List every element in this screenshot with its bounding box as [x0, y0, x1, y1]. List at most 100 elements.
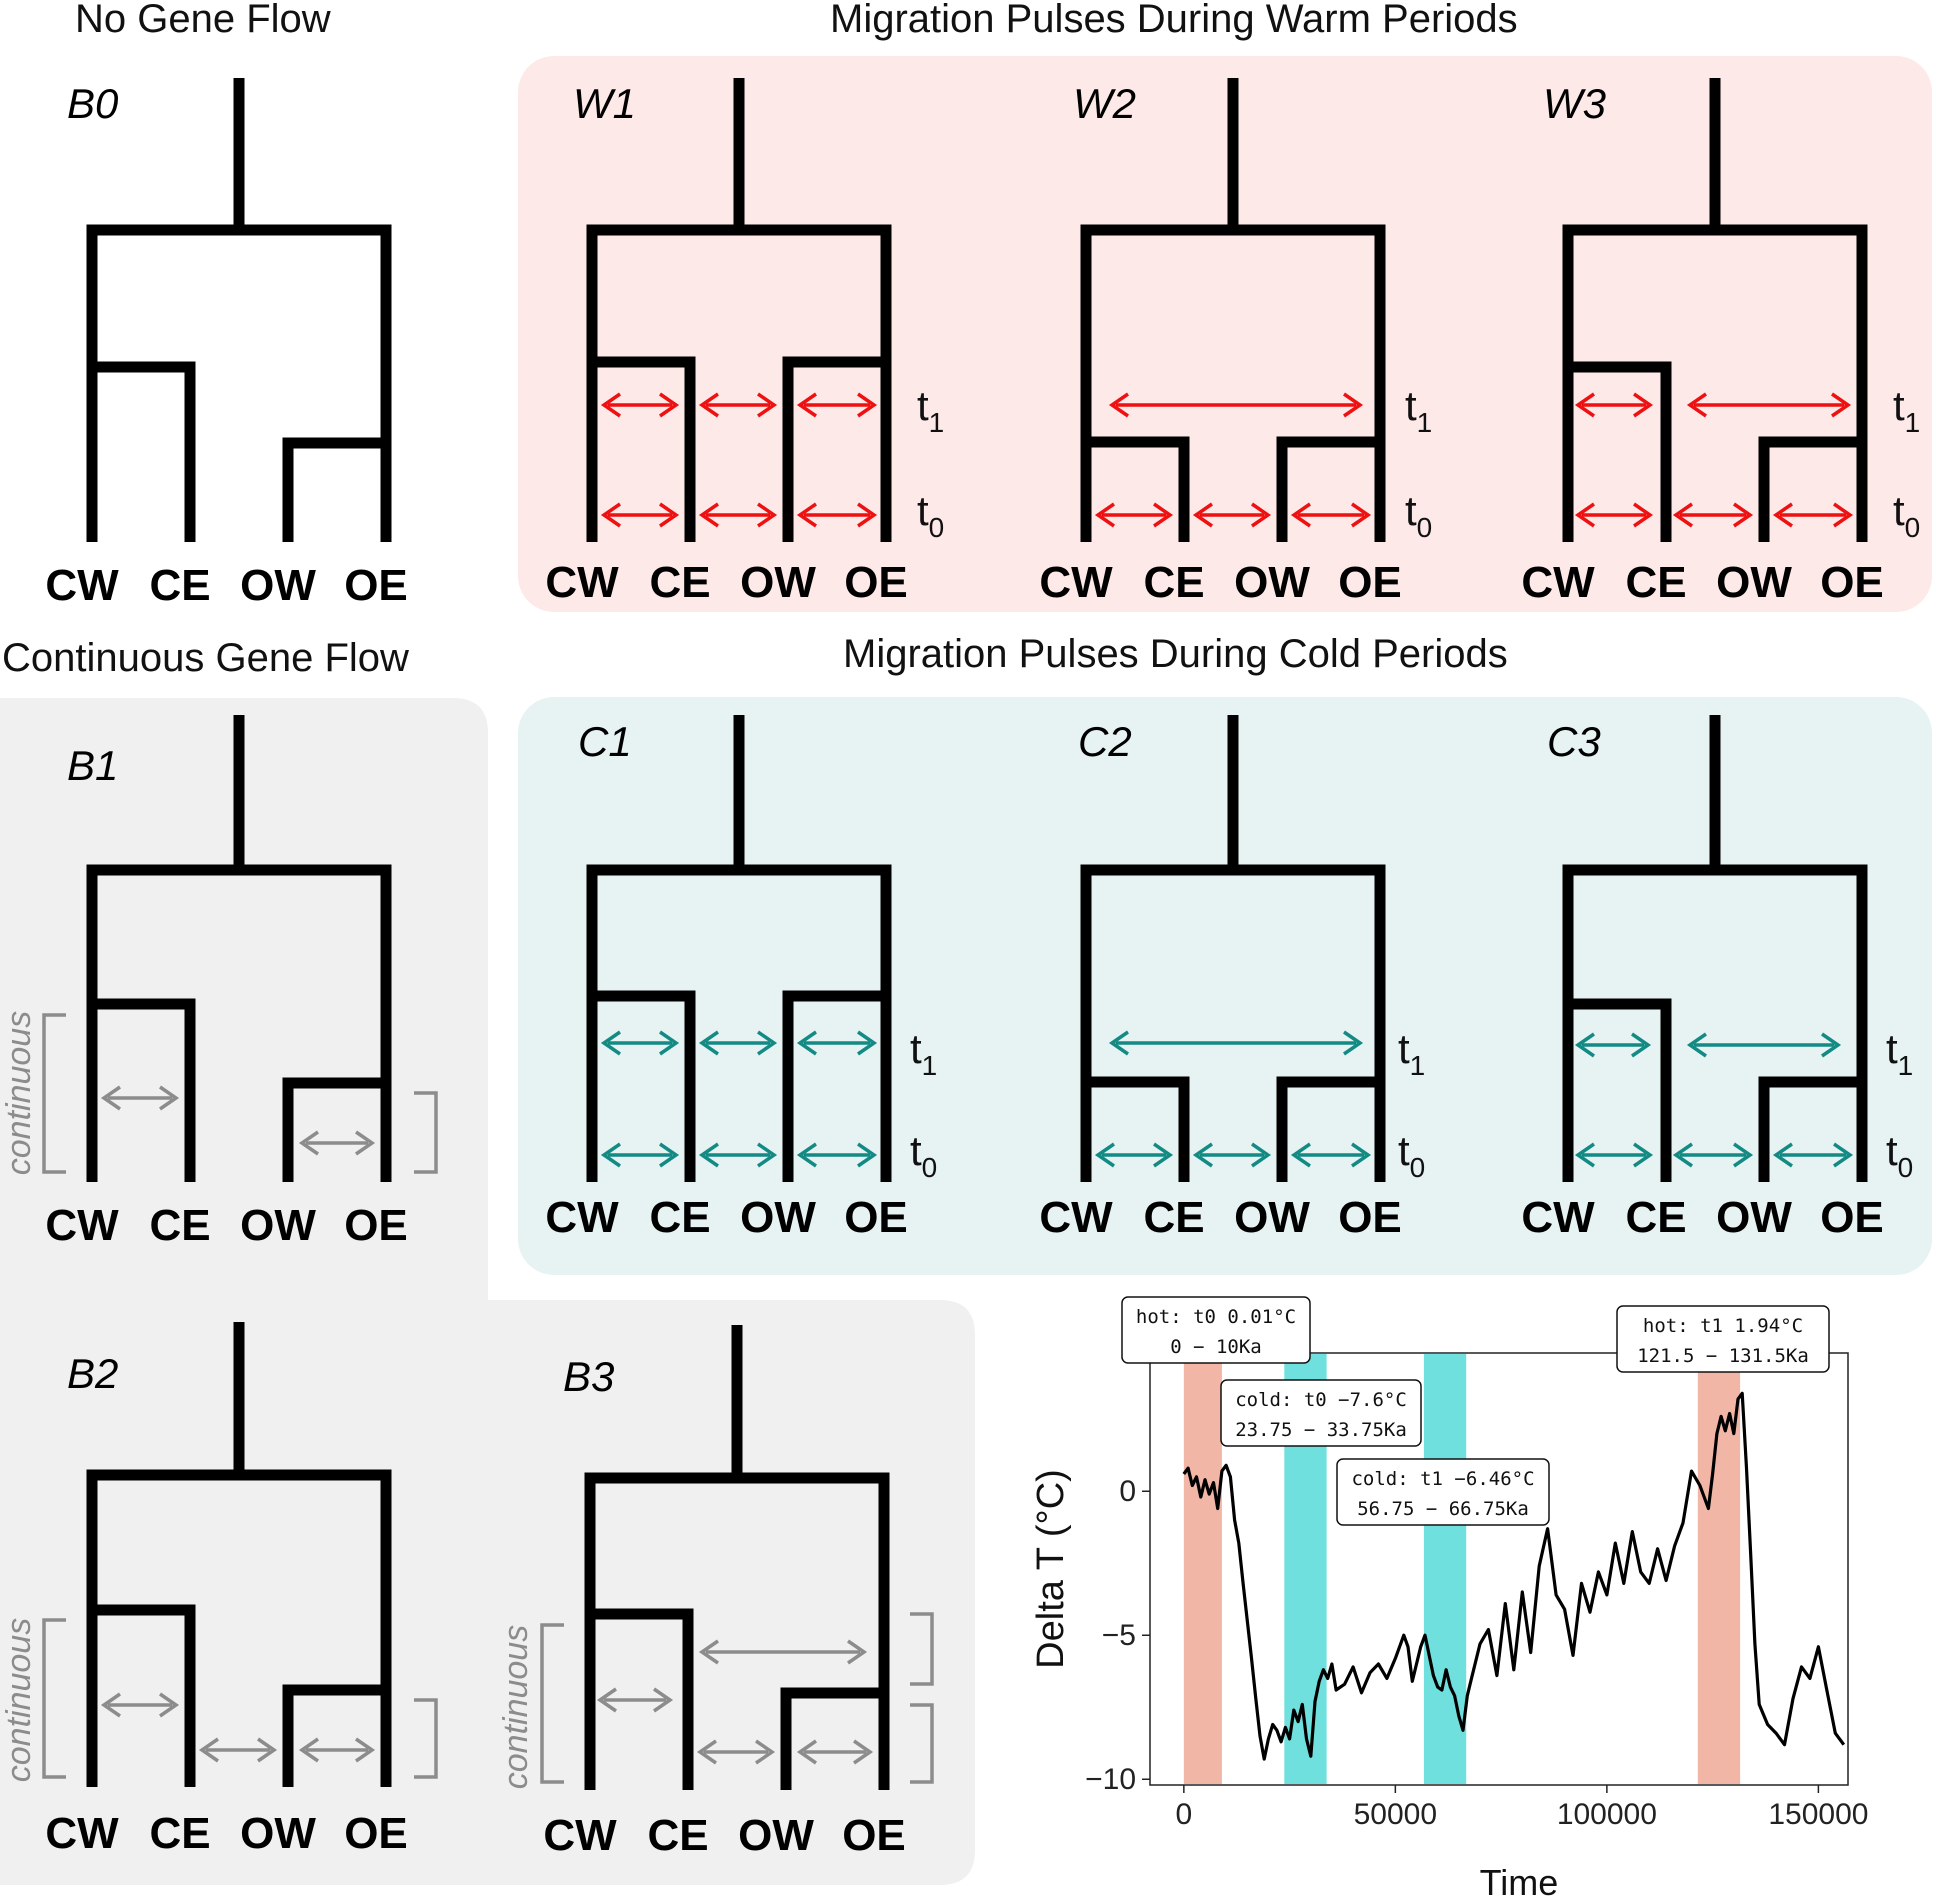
arrow-head-right — [1251, 502, 1272, 528]
panel-label-W3: W3 — [1543, 80, 1606, 127]
migration-arrow — [796, 1142, 878, 1168]
continuous-bracket — [414, 1698, 438, 1779]
arrow-head-right — [857, 392, 878, 418]
arrow-head-right — [659, 392, 680, 418]
title-no-gene-flow: No Gene Flow — [75, 0, 331, 41]
arrow-head-left — [698, 392, 719, 418]
x-tick-label: 0 — [1175, 1798, 1192, 1831]
arrow-head-left — [100, 1085, 121, 1111]
root-branch — [1080, 224, 1386, 542]
continuous-bracket — [910, 1612, 934, 1686]
taxon-label-oe: OE — [344, 1201, 408, 1250]
arrow-head-left — [1574, 392, 1595, 418]
taxon-label-ow: OW — [1716, 558, 1792, 607]
x-tick-label: 150000 — [1768, 1798, 1868, 1831]
arrow-head-right — [857, 1142, 878, 1168]
title-continuous-gene-flow: Continuous Gene Flow — [2, 636, 409, 680]
time-label-sub: 0 — [929, 512, 945, 543]
taxon-label-ow: OW — [1234, 558, 1310, 607]
panel-label-B0: B0 — [67, 80, 119, 127]
taxon-label-cw: CW — [545, 1193, 619, 1242]
annotation-line2: 121.5 − 131.5Ka — [1637, 1345, 1809, 1367]
migration-arrow — [1094, 1142, 1174, 1168]
taxon-label-ce: CE — [149, 1201, 210, 1250]
migration-arrow — [1192, 1142, 1272, 1168]
arrow-head-left — [1772, 502, 1793, 528]
o-clade-branch — [1758, 436, 1862, 542]
taxon-label-ow: OW — [240, 1201, 316, 1250]
migration-arrow — [698, 392, 778, 418]
time-label-sub: 1 — [1417, 407, 1433, 438]
arrow-head-left — [596, 1687, 617, 1713]
continuous-bracket — [910, 1703, 934, 1784]
taxon-label-cw: CW — [1039, 558, 1113, 607]
migration-arrow — [1772, 1142, 1854, 1168]
arrow-head-left — [600, 1142, 621, 1168]
c-clade-branch — [1568, 998, 1672, 1182]
annotation-box — [1220, 1379, 1422, 1447]
migration-arrow — [298, 1737, 376, 1763]
taxon-label-cw: CW — [45, 1201, 119, 1250]
arrow-head-left — [1574, 1142, 1595, 1168]
taxon-label-ow: OW — [1716, 1193, 1792, 1242]
arrow-head-left — [600, 392, 621, 418]
c-clade-branch — [592, 356, 696, 542]
taxon-label-ow: OW — [738, 1811, 814, 1860]
arrow-head-left — [796, 1142, 817, 1168]
taxon-label-ow: OW — [240, 561, 316, 610]
c-clade-branch — [1568, 361, 1672, 542]
taxon-label-ow: OW — [740, 558, 816, 607]
arrow-head-right — [659, 1142, 680, 1168]
panel-label-B3: B3 — [563, 1353, 615, 1400]
arrow-head-right — [757, 392, 778, 418]
taxon-label-ow: OW — [240, 1809, 316, 1858]
o-clade-branch — [1276, 436, 1380, 542]
annotation-line1: hot: t0 0.01°C — [1136, 1306, 1296, 1328]
taxon-label-cw: CW — [545, 558, 619, 607]
arrow-head-left — [698, 1639, 719, 1665]
taxon-label-cw: CW — [45, 561, 119, 610]
time-label-sub: 1 — [1905, 407, 1921, 438]
o-clade-branch — [282, 1684, 386, 1787]
arrow-head-right — [757, 1030, 778, 1056]
time-label-sub: 0 — [922, 1152, 938, 1183]
arrow-head-right — [1733, 1142, 1754, 1168]
migration-arrow — [1672, 502, 1754, 528]
y-tick-label: −10 — [1085, 1763, 1136, 1796]
arrow-head-left — [698, 1142, 719, 1168]
taxon-label-oe: OE — [842, 1811, 906, 1860]
arrow-head-right — [1343, 1030, 1364, 1056]
continuous-bracket — [414, 1091, 438, 1174]
taxon-label-cw: CW — [1521, 558, 1595, 607]
arrow-head-right — [1833, 502, 1854, 528]
arrow-head-right — [1251, 1142, 1272, 1168]
continuous-label: continuous — [0, 1011, 38, 1175]
arrow-head-right — [1831, 392, 1852, 418]
arrow-head-right — [847, 1639, 868, 1665]
panel-label-C1: C1 — [578, 718, 632, 765]
arrow-head-right — [659, 1030, 680, 1056]
taxon-label-cw: CW — [543, 1811, 617, 1860]
arrow-head-left — [1290, 1142, 1311, 1168]
annotation-box — [1616, 1305, 1830, 1373]
root-branch — [1562, 864, 1868, 1182]
continuous-label: continuous — [497, 1625, 535, 1789]
c-clade-branch — [1086, 1076, 1190, 1182]
arrow-head-right — [757, 1142, 778, 1168]
taxon-label-oe: OE — [344, 1809, 408, 1858]
time-label-sub: 0 — [1898, 1152, 1914, 1183]
arrow-head-left — [1108, 1030, 1129, 1056]
migration-arrow — [600, 502, 680, 528]
arrow-head-left — [698, 502, 719, 528]
root-branch — [586, 864, 892, 1182]
cold-panel — [518, 697, 1932, 1275]
c-clade-branch — [1086, 436, 1190, 542]
annotation-chip: hot: t0 0.01°C 0 − 10Ka — [1121, 1296, 1311, 1364]
migration-arrow — [1574, 502, 1654, 528]
continuous-label: continuous — [0, 1618, 38, 1782]
